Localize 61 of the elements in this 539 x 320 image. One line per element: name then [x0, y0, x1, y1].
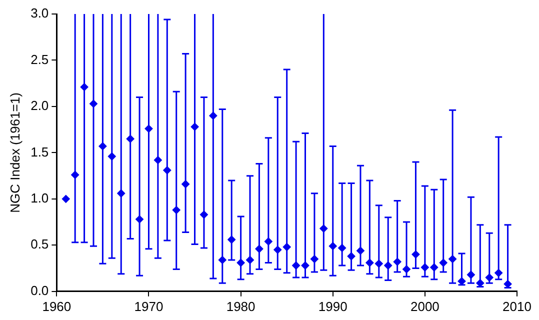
point	[218, 256, 226, 264]
y-tick-label: 2.0	[30, 98, 49, 114]
point	[228, 236, 236, 244]
point	[255, 244, 264, 253]
point	[126, 134, 134, 143]
point	[144, 124, 153, 133]
point	[328, 242, 337, 250]
point	[494, 268, 503, 277]
point	[420, 263, 429, 272]
point	[292, 262, 300, 270]
point	[154, 156, 162, 164]
point	[80, 83, 88, 92]
point	[320, 224, 328, 233]
point	[98, 142, 107, 150]
x-tick-label: 1990	[318, 298, 348, 314]
point	[448, 255, 457, 264]
point	[485, 274, 494, 282]
point	[466, 270, 475, 279]
point	[439, 258, 448, 267]
y-tick-label: 0.5	[30, 236, 49, 252]
point	[190, 122, 199, 131]
point	[274, 246, 282, 254]
point	[458, 277, 466, 286]
point	[393, 258, 402, 266]
point	[430, 263, 438, 272]
point	[117, 189, 126, 198]
x-tick-label: 2000	[410, 298, 440, 314]
point	[282, 243, 291, 252]
point	[90, 100, 98, 108]
point	[200, 210, 208, 219]
y-tick-label: 2.5	[30, 52, 49, 67]
point	[347, 252, 356, 260]
point	[71, 170, 80, 179]
x-tick-label: 1960	[42, 298, 72, 314]
point	[62, 194, 70, 203]
point	[209, 112, 218, 120]
point	[264, 237, 272, 246]
x-tick-label: 1970	[134, 298, 164, 314]
point	[236, 258, 245, 267]
x-tick-label: 2010	[502, 298, 532, 314]
point	[310, 255, 318, 264]
point	[172, 206, 180, 214]
point	[412, 250, 420, 258]
point	[374, 260, 383, 268]
point	[356, 246, 364, 255]
y-tick-label: 1.0	[30, 190, 49, 206]
x-tick-label: 1980	[226, 298, 256, 314]
point	[402, 265, 411, 274]
point	[384, 262, 392, 270]
point	[338, 244, 346, 252]
y-tick-label: 3.0	[30, 6, 49, 21]
point	[136, 215, 144, 224]
point	[246, 256, 254, 264]
point	[301, 262, 310, 270]
point	[108, 152, 116, 160]
point	[182, 180, 190, 188]
y-tick-label: 1.5	[30, 144, 49, 160]
point	[366, 258, 374, 267]
y-tick-label: 0.0	[30, 282, 49, 298]
point	[163, 166, 172, 174]
y-axis-title: NGC Index (1961=1)	[7, 92, 22, 213]
